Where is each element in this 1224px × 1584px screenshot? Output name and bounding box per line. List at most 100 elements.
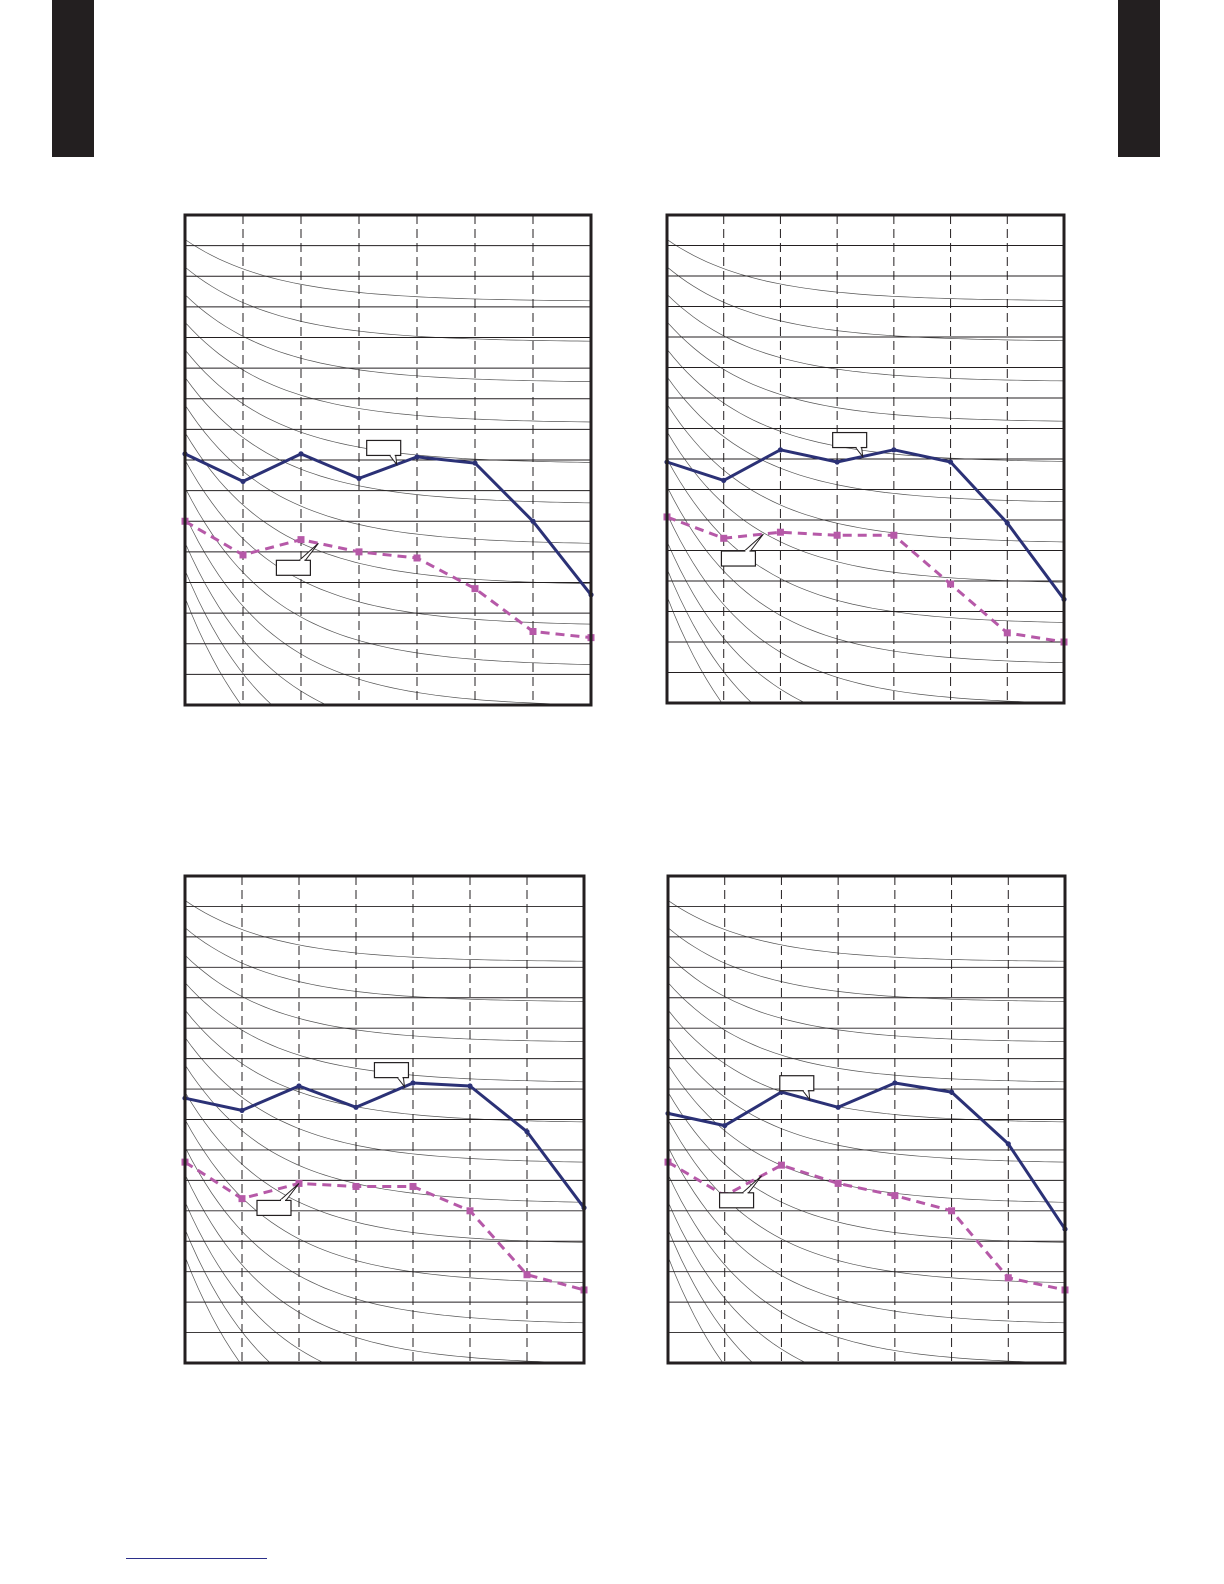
nc-curve (668, 982, 1065, 1083)
callout-pointer (741, 1175, 762, 1194)
solid-series-point (834, 459, 840, 465)
dashed-series-point (833, 531, 841, 539)
nc-curve (667, 486, 1064, 664)
background-curves (668, 900, 1065, 1363)
footer-rule (126, 1558, 267, 1559)
solid-series-point (530, 518, 536, 524)
nc-curve (668, 1064, 1065, 1203)
background-curves (185, 239, 591, 705)
nc-curve (185, 239, 591, 302)
callout-pointer (854, 447, 864, 459)
dashed-series-line (667, 1160, 1066, 1292)
nc-curve (668, 1091, 1065, 1243)
nc-curve (667, 294, 1064, 382)
nc-curve (668, 1146, 1065, 1324)
nc-curve (668, 1201, 808, 1363)
solid-series-point (414, 454, 420, 460)
nc-curve (185, 1037, 584, 1163)
nc-curve (667, 403, 1064, 543)
solid-series-line (666, 448, 1066, 601)
chart-bottom-left (181, 874, 588, 1365)
callout-box (256, 1199, 292, 1217)
solid-series-point (356, 475, 362, 481)
solid-series-point (353, 1104, 359, 1110)
nc-curve (185, 266, 591, 342)
dashed-series-point (948, 1207, 956, 1215)
nc-curve (667, 321, 1064, 422)
nc-curve (185, 432, 591, 585)
solid-series-point (296, 1083, 302, 1089)
nc-curve (185, 542, 328, 705)
nc-curve (185, 404, 591, 544)
dashed-series-point (947, 580, 955, 588)
nc-curve (185, 1228, 271, 1363)
chart-top-right (663, 213, 1068, 705)
dashed-series-point (239, 551, 247, 559)
nc-curve (185, 459, 591, 625)
callout-box (718, 1192, 755, 1209)
nc-curve (185, 1091, 584, 1243)
callout-box (720, 550, 757, 567)
solid-series-point (1005, 1141, 1011, 1147)
left-edge-tab (52, 0, 94, 157)
callout-pointer (743, 533, 764, 552)
solid-series-line (184, 452, 593, 596)
solid-series-point (239, 1107, 245, 1113)
nc-curve (668, 1228, 754, 1363)
dashed-series-point (776, 528, 784, 536)
nc-curve (185, 570, 273, 705)
nc-curve (185, 487, 591, 665)
nc-curve (185, 1174, 584, 1363)
nc-curve (185, 321, 591, 423)
callout-box (832, 431, 868, 449)
nc-curve (185, 1201, 325, 1363)
nc-curve (185, 900, 584, 962)
dashed-series-point (890, 531, 898, 539)
chart-top-left (181, 213, 595, 707)
callout-pointer (396, 1077, 406, 1089)
background-curves (667, 239, 1064, 703)
plot-frame (665, 213, 1066, 705)
nc-curve (668, 1256, 724, 1363)
dashed-series-point (238, 1195, 246, 1203)
dashed-series-point (471, 585, 479, 593)
callout-box (275, 559, 312, 576)
nc-curve (668, 1009, 1065, 1123)
plot-frame (183, 213, 593, 707)
dashed-series-point (352, 1182, 360, 1190)
nc-curve (667, 513, 1064, 703)
nc-curve (668, 927, 1065, 1002)
dashed-series-point (1003, 629, 1011, 637)
nc-curve (185, 294, 591, 382)
solid-series-point (892, 1080, 898, 1086)
solid-series-point (722, 1122, 728, 1129)
dashed-series-point (297, 536, 305, 544)
solid-series-point (467, 1083, 473, 1089)
dashed-series-line (184, 1160, 585, 1292)
callout-box (373, 1062, 410, 1079)
dashed-series-point (891, 1192, 899, 1200)
nc-curve (667, 239, 1064, 301)
dashed-series-point (834, 1179, 842, 1187)
nc-curve (185, 514, 591, 705)
callout-box (366, 439, 402, 457)
plot-frame (666, 874, 1067, 1365)
nc-curve (667, 348, 1064, 462)
nc-curve (667, 541, 807, 703)
dashed-series-point (529, 628, 537, 635)
dashed-series-point (355, 548, 363, 556)
callout-box (779, 1075, 815, 1092)
nc-curve (667, 568, 753, 703)
nc-curve (185, 1119, 584, 1283)
nc-curve (668, 900, 1065, 962)
right-edge-tab (1118, 0, 1160, 157)
solid-series-point (298, 451, 304, 457)
nc-curve (185, 1009, 584, 1123)
dashed-series-point (413, 554, 421, 562)
nc-curve (185, 1064, 584, 1203)
nc-curve (668, 1037, 1065, 1163)
nc-curve (667, 431, 1064, 583)
callout-pointer (278, 1183, 300, 1201)
nc-curve (668, 1174, 1065, 1363)
solid-series-point (891, 447, 897, 453)
